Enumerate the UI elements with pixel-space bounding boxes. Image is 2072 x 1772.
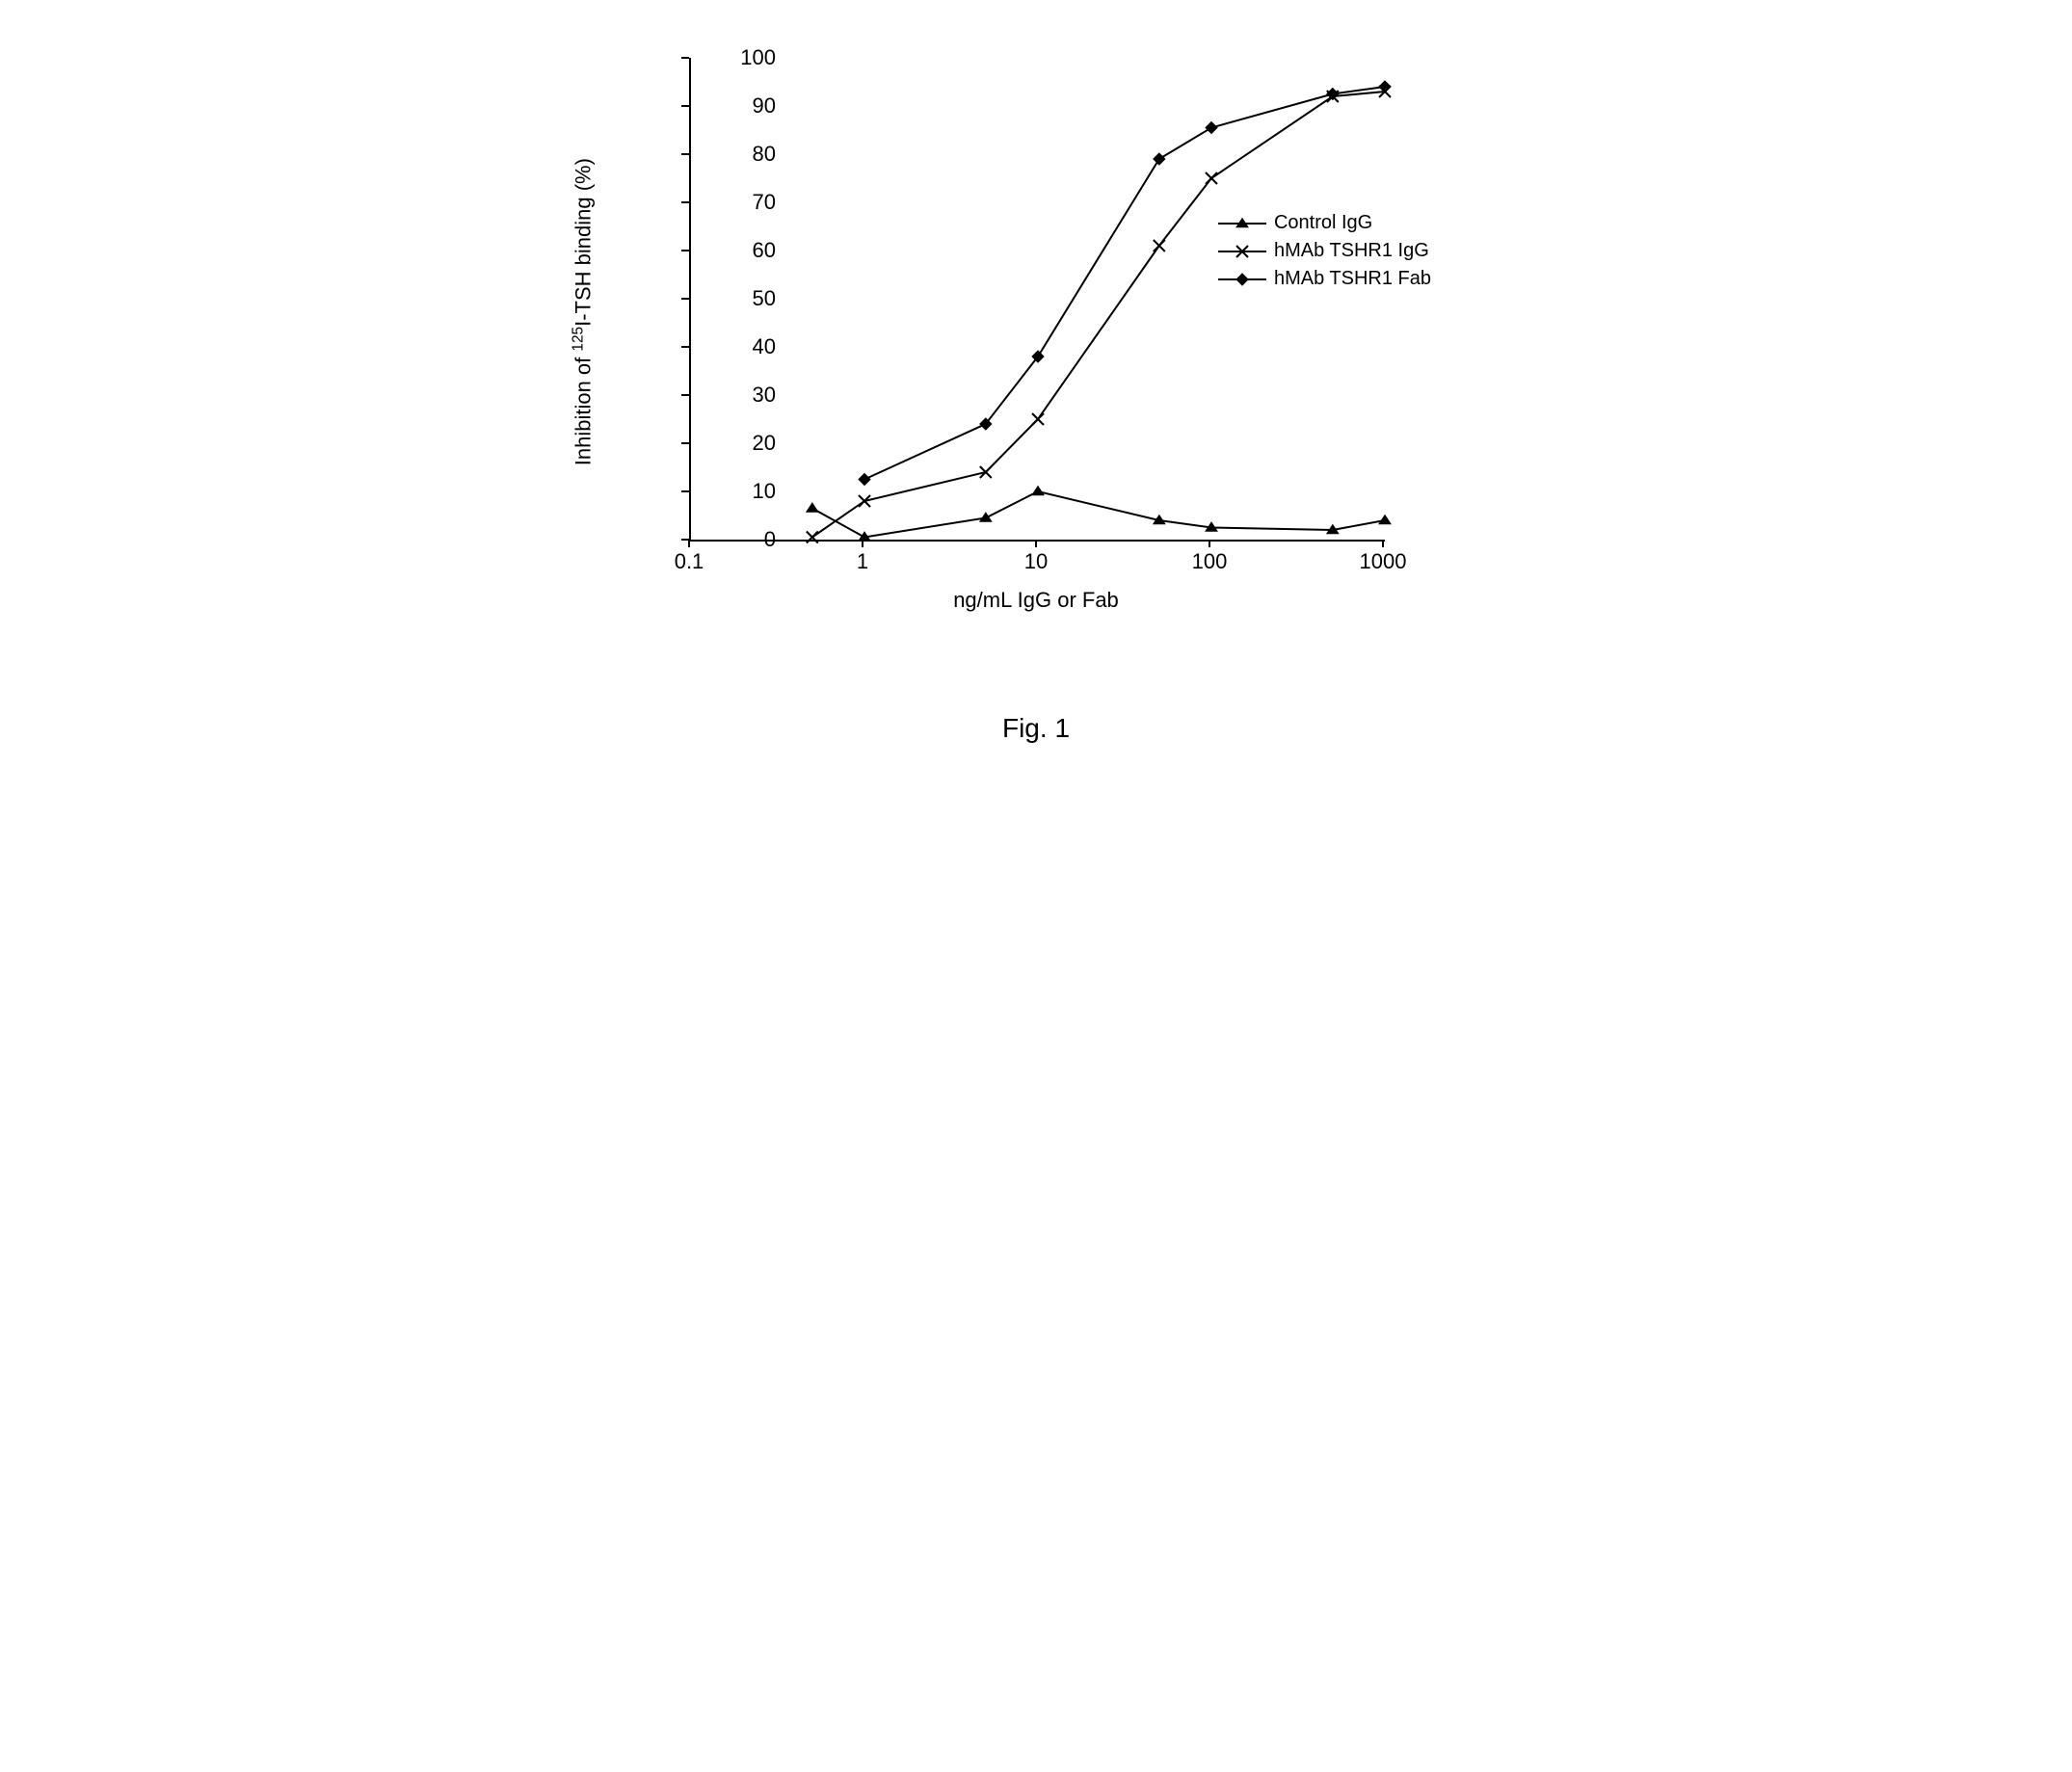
series-marker xyxy=(807,532,818,543)
plot-area xyxy=(689,58,1385,542)
y-tick-label: 10 xyxy=(728,479,776,504)
ylabel-superscript: 125 xyxy=(570,327,586,352)
y-tick-label: 40 xyxy=(728,334,776,359)
legend-item: Control IgG xyxy=(1218,212,1431,234)
x-tick xyxy=(1382,540,1384,547)
ylabel-prefix: Inhibition of xyxy=(571,352,596,466)
series-marker xyxy=(1032,413,1044,425)
legend-item: hMAb TSHR1 Fab xyxy=(1218,268,1431,290)
y-tick xyxy=(681,394,689,396)
legend: Control IgG hMAb TSHR1 IgG hMAb TSHR1 Fab xyxy=(1218,212,1431,296)
chart-svg xyxy=(691,58,1385,540)
y-tick-label: 80 xyxy=(728,142,776,167)
legend-marker xyxy=(1218,242,1266,261)
y-tick-label: 50 xyxy=(728,286,776,311)
y-tick-label: 60 xyxy=(728,238,776,263)
series-marker xyxy=(980,513,992,521)
series-line xyxy=(812,92,1385,538)
legend-label: hMAb TSHR1 IgG xyxy=(1274,240,1429,262)
y-tick xyxy=(681,153,689,155)
series-marker xyxy=(1379,516,1391,524)
x-tick-label: 10 xyxy=(1024,549,1048,574)
y-tick xyxy=(681,298,689,300)
x-tick-label: 100 xyxy=(1192,549,1228,574)
series-marker xyxy=(1032,487,1044,495)
legend-label: hMAb TSHR1 Fab xyxy=(1274,268,1431,290)
x-tick-label: 1 xyxy=(857,549,868,574)
y-tick-label: 100 xyxy=(728,45,776,70)
y-tick-label: 0 xyxy=(728,527,776,552)
series-marker xyxy=(1206,172,1217,184)
series-marker xyxy=(859,474,870,486)
legend-marker xyxy=(1218,270,1266,289)
y-axis-label: Inhibition of 125I-TSH binding (%) xyxy=(570,158,596,465)
y-tick xyxy=(681,442,689,444)
ylabel-suffix: I-TSH binding (%) xyxy=(571,158,596,327)
y-tick-label: 90 xyxy=(728,93,776,119)
y-tick-label: 20 xyxy=(728,431,776,456)
x-tick xyxy=(862,540,863,547)
x-tick-label: 1000 xyxy=(1360,549,1407,574)
legend-label: Control IgG xyxy=(1274,212,1372,234)
series-marker xyxy=(1206,122,1217,134)
y-tick-label: 30 xyxy=(728,383,776,408)
legend-marker xyxy=(1218,214,1266,233)
series-marker xyxy=(807,503,818,512)
x-tick xyxy=(688,540,690,547)
y-tick xyxy=(681,490,689,492)
series-marker xyxy=(1154,153,1165,165)
series-line xyxy=(812,491,1385,538)
y-tick xyxy=(681,57,689,59)
legend-item: hMAb TSHR1 IgG xyxy=(1218,240,1431,262)
x-tick-label: 0.1 xyxy=(675,549,704,574)
x-tick xyxy=(1209,540,1210,547)
series-marker xyxy=(1379,81,1391,93)
y-tick xyxy=(681,201,689,203)
chart-wrapper: Inhibition of 125I-TSH binding (%) 01020… xyxy=(612,39,1479,636)
figure-caption: Fig. 1 xyxy=(554,713,1518,744)
y-tick-label: 70 xyxy=(728,190,776,215)
x-axis-label: ng/mL IgG or Fab xyxy=(953,588,1119,613)
y-tick xyxy=(681,105,689,107)
series-marker xyxy=(1154,240,1165,251)
y-tick xyxy=(681,250,689,251)
x-tick xyxy=(1035,540,1037,547)
y-tick xyxy=(681,346,689,348)
figure-container: Inhibition of 125I-TSH binding (%) 0 10 20… xyxy=(554,39,1518,744)
